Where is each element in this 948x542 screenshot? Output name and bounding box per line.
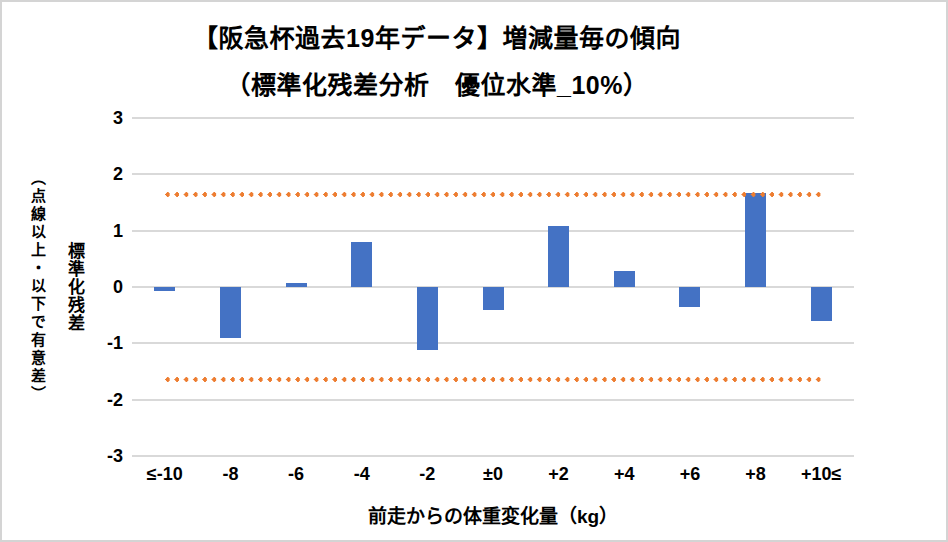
plot-area: [132, 118, 854, 456]
y-tick-label: -3: [2, 445, 123, 467]
bar: [154, 287, 175, 291]
y-tick-label: 1: [2, 220, 123, 242]
bar: [614, 271, 635, 287]
significance-dotted-line: [165, 192, 821, 197]
gridline: [132, 342, 854, 344]
bar: [286, 283, 307, 287]
bar: [417, 287, 438, 350]
x-axis-ticks: ≤-10-8-6-4-2±0+2+4+6+8+10≤: [132, 464, 854, 490]
bar: [811, 287, 832, 321]
y-axis-ticks: 3210-1-2-3: [2, 118, 123, 456]
gridline: [132, 455, 854, 457]
bar: [351, 242, 372, 287]
bar: [483, 287, 504, 310]
y-tick-label: 2: [2, 163, 123, 185]
x-axis-title: 前走からの体重変化量（kg）: [132, 501, 854, 528]
y-tick-label: -1: [2, 332, 123, 354]
y-tick-label: 3: [2, 107, 123, 129]
y-tick-label: -2: [2, 389, 123, 411]
bar: [745, 193, 766, 287]
gridline: [132, 117, 854, 119]
chart-subtitle: （標準化残差分析 優位水準_10%）: [2, 65, 872, 101]
gridline: [132, 399, 854, 401]
chart-title: 【阪急杯過去19年データ】増減量毎の傾向: [2, 18, 872, 54]
bar: [679, 287, 700, 307]
bar: [548, 226, 569, 287]
gridline: [132, 173, 854, 175]
chart-frame: 【阪急杯過去19年データ】増減量毎の傾向 （標準化残差分析 優位水準_10%） …: [0, 0, 948, 542]
bar: [220, 287, 241, 338]
significance-dotted-line: [165, 377, 821, 382]
y-tick-label: 0: [2, 276, 123, 298]
x-tick-label: +10≤: [781, 464, 861, 485]
